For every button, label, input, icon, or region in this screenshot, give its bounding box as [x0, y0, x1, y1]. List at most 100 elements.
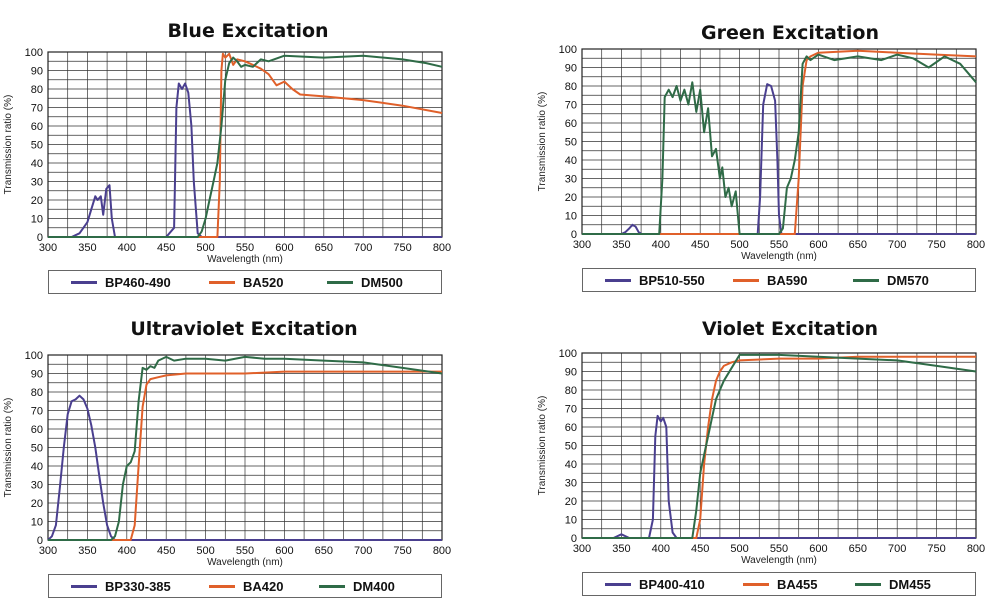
- y-tick-label: 20: [565, 192, 577, 204]
- y-tick-label: 40: [31, 158, 43, 170]
- legend-ultraviolet: BP330-385 BA420 DM400: [48, 574, 442, 598]
- y-tick-label: 10: [565, 211, 577, 223]
- chart-title-violet: Violet Excitation: [701, 318, 879, 340]
- x-tick-label: 500: [730, 239, 748, 251]
- y-tick-label: 20: [565, 496, 577, 508]
- chart-panel-0: 300 350 400 450 500 550 600 650 700 750 800 0 10 20 30…: [3, 47, 451, 265]
- y-tick-label: 0: [571, 229, 577, 241]
- x-tick-label: 650: [315, 242, 333, 254]
- y-tick-label: 90: [565, 367, 577, 379]
- x-tick-label: 750: [393, 545, 411, 557]
- y-tick-label: 90: [31, 66, 43, 78]
- y-tick-label: 80: [31, 387, 43, 399]
- y-tick-label: 50: [565, 137, 577, 149]
- y-tick-label: 80: [565, 81, 577, 93]
- x-tick-label: 550: [236, 545, 254, 557]
- y-tick-label: 60: [565, 422, 577, 434]
- x-axis-label: Wavelength (nm): [741, 251, 817, 262]
- x-tick-label: 300: [39, 545, 57, 557]
- x-tick-label: 350: [78, 242, 96, 254]
- x-tick-label: 650: [849, 239, 867, 251]
- y-tick-label: 30: [31, 480, 43, 492]
- y-tick-label: 30: [565, 174, 577, 186]
- legend-label: DM400: [353, 578, 395, 594]
- x-tick-label: 400: [118, 242, 136, 254]
- series-line-dm455: [582, 353, 977, 539]
- x-tick-label: 750: [927, 543, 945, 555]
- legend-item: BA520: [209, 271, 283, 293]
- x-tick-label: 400: [652, 543, 670, 555]
- x-tick-label: 450: [157, 545, 175, 557]
- x-tick-label: 350: [612, 543, 630, 555]
- x-tick-label: 450: [691, 239, 709, 251]
- legend-swatch: [855, 582, 881, 586]
- x-tick-label: 650: [849, 543, 867, 555]
- legend-item: BA420: [209, 575, 283, 597]
- y-tick-label: 30: [31, 177, 43, 189]
- x-tick-label: 450: [157, 242, 175, 254]
- x-tick-label: 300: [573, 543, 591, 555]
- y-tick-label: 70: [565, 100, 577, 112]
- y-tick-label: 100: [25, 350, 43, 362]
- series-line-ba590: [582, 49, 977, 235]
- series-line-bp400-410: [582, 414, 976, 539]
- y-tick-label: 10: [31, 214, 43, 226]
- x-tick-label: 600: [275, 242, 293, 254]
- legend-green: BP510-550 BA590 DM570: [582, 268, 976, 292]
- legend-item: BP460-490: [71, 271, 171, 293]
- x-tick-label: 800: [433, 242, 451, 254]
- y-tick-label: 70: [565, 404, 577, 416]
- legend-item: BA590: [733, 269, 807, 291]
- chart-title-ultraviolet: Ultraviolet Excitation: [130, 318, 358, 340]
- x-axis-label: Wavelength (nm): [207, 557, 283, 568]
- x-tick-label: 600: [275, 545, 293, 557]
- legend-item: BP330-385: [71, 575, 171, 597]
- x-tick-label: 550: [770, 543, 788, 555]
- x-tick-label: 700: [888, 239, 906, 251]
- y-tick-label: 40: [565, 459, 577, 471]
- y-axis-label: Transmission ratio (%): [3, 95, 14, 195]
- y-tick-label: 40: [565, 155, 577, 167]
- y-tick-label: 10: [565, 515, 577, 527]
- series-line-bp330-385: [47, 394, 442, 541]
- y-tick-label: 100: [559, 348, 577, 360]
- legend-item: DM400: [319, 575, 395, 597]
- x-tick-label: 700: [354, 545, 372, 557]
- x-tick-label: 800: [967, 543, 985, 555]
- x-tick-label: 500: [730, 543, 748, 555]
- legend-item: DM570: [853, 269, 929, 291]
- x-tick-label: 350: [612, 239, 630, 251]
- legend-item: BA455: [743, 573, 817, 595]
- legend-label: BP330-385: [105, 578, 171, 594]
- x-tick-label: 700: [354, 242, 372, 254]
- legend-violet: BP400-410 BA455 DM455: [582, 572, 976, 596]
- series-line-dm570: [582, 53, 977, 235]
- legend-label: BP510-550: [639, 272, 705, 288]
- legend-item: BP400-410: [605, 573, 705, 595]
- x-tick-label: 500: [196, 242, 214, 254]
- legend-swatch: [71, 280, 97, 284]
- x-tick-label: 600: [809, 543, 827, 555]
- series-line-ba455: [582, 355, 976, 539]
- legend-item: DM455: [855, 573, 931, 595]
- legend-label: BA455: [777, 576, 818, 592]
- y-tick-label: 20: [31, 498, 43, 510]
- x-tick-label: 350: [78, 545, 96, 557]
- legend-label: BP400-410: [639, 576, 705, 592]
- series-line-dm400: [48, 355, 443, 541]
- legend-label: BA520: [243, 274, 284, 290]
- series-line-ba420: [48, 370, 442, 541]
- y-tick-label: 60: [565, 118, 577, 130]
- x-tick-label: 800: [967, 239, 985, 251]
- x-tick-label: 450: [691, 543, 709, 555]
- y-tick-label: 0: [37, 535, 43, 547]
- y-tick-label: 60: [31, 424, 43, 436]
- y-tick-label: 60: [31, 121, 43, 133]
- legend-label: BP460-490: [105, 274, 171, 290]
- y-tick-label: 0: [571, 533, 577, 545]
- x-tick-label: 400: [118, 545, 136, 557]
- legend-swatch: [319, 584, 345, 588]
- y-tick-label: 70: [31, 103, 43, 115]
- y-tick-label: 0: [37, 232, 43, 244]
